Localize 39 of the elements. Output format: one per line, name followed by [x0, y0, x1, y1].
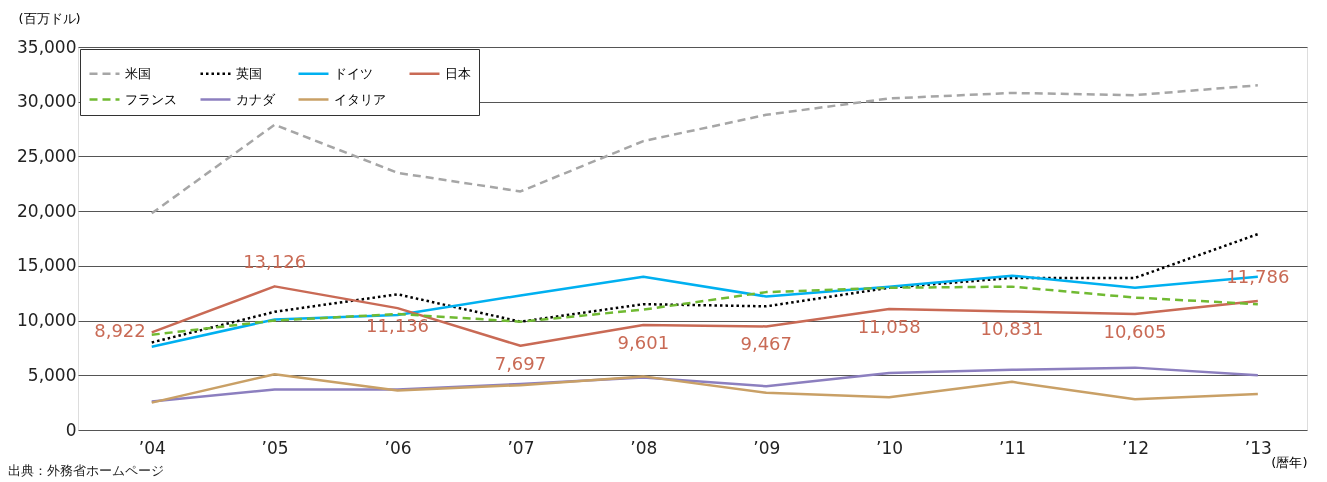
- y-tick-label: 30,000: [17, 91, 77, 112]
- line-series: [150, 372, 1260, 404]
- data-label: 10,831: [980, 318, 1044, 340]
- y-tick-label: 20,000: [17, 200, 77, 221]
- x-tick-label: ’07: [507, 437, 535, 458]
- x-tick-label: ’04: [138, 437, 166, 458]
- legend-label: 英国: [236, 65, 262, 81]
- x-tick-label: ’08: [630, 437, 658, 458]
- data-label: 11,136: [366, 315, 430, 337]
- y-tick-label: 0: [65, 419, 77, 440]
- y-tick-label: 35,000: [17, 36, 77, 57]
- x-axis-title: (暦年): [1271, 454, 1308, 470]
- legend-label: フランス: [125, 91, 177, 107]
- source-note: 出典：外務省ホームページ: [8, 463, 164, 478]
- data-label: 11,058: [857, 315, 921, 337]
- legend-label: イタリア: [334, 91, 386, 107]
- data-label: 10,605: [1103, 320, 1167, 342]
- x-tick-label: ’11: [999, 437, 1027, 458]
- data-label: 8,922: [94, 320, 146, 342]
- y-axis-title: (百万ドル): [18, 10, 81, 26]
- y-tick-label: 25,000: [17, 145, 77, 166]
- data-label: 7,697: [494, 352, 547, 374]
- line-series: [150, 84, 1260, 215]
- x-tick-label: ’09: [753, 437, 781, 458]
- legend-label: カナダ: [236, 91, 276, 107]
- data-label: 11,786: [1226, 266, 1290, 288]
- y-tick-label: 5,000: [27, 364, 77, 385]
- legend-label: 日本: [445, 65, 471, 81]
- x-tick-label: ’10: [876, 437, 904, 458]
- legend-label: ドイツ: [334, 65, 373, 81]
- x-tick-label: ’05: [261, 437, 289, 458]
- data-label: 9,467: [740, 333, 793, 355]
- y-tick-label: 15,000: [17, 255, 77, 276]
- x-tick-label: ’13: [1244, 437, 1272, 458]
- x-tick-label: ’12: [1121, 437, 1149, 458]
- x-tick-label: ’06: [384, 437, 412, 458]
- data-label: 9,601: [617, 331, 670, 353]
- legend-label: 米国: [125, 65, 151, 81]
- y-tick-label: 10,000: [17, 310, 77, 331]
